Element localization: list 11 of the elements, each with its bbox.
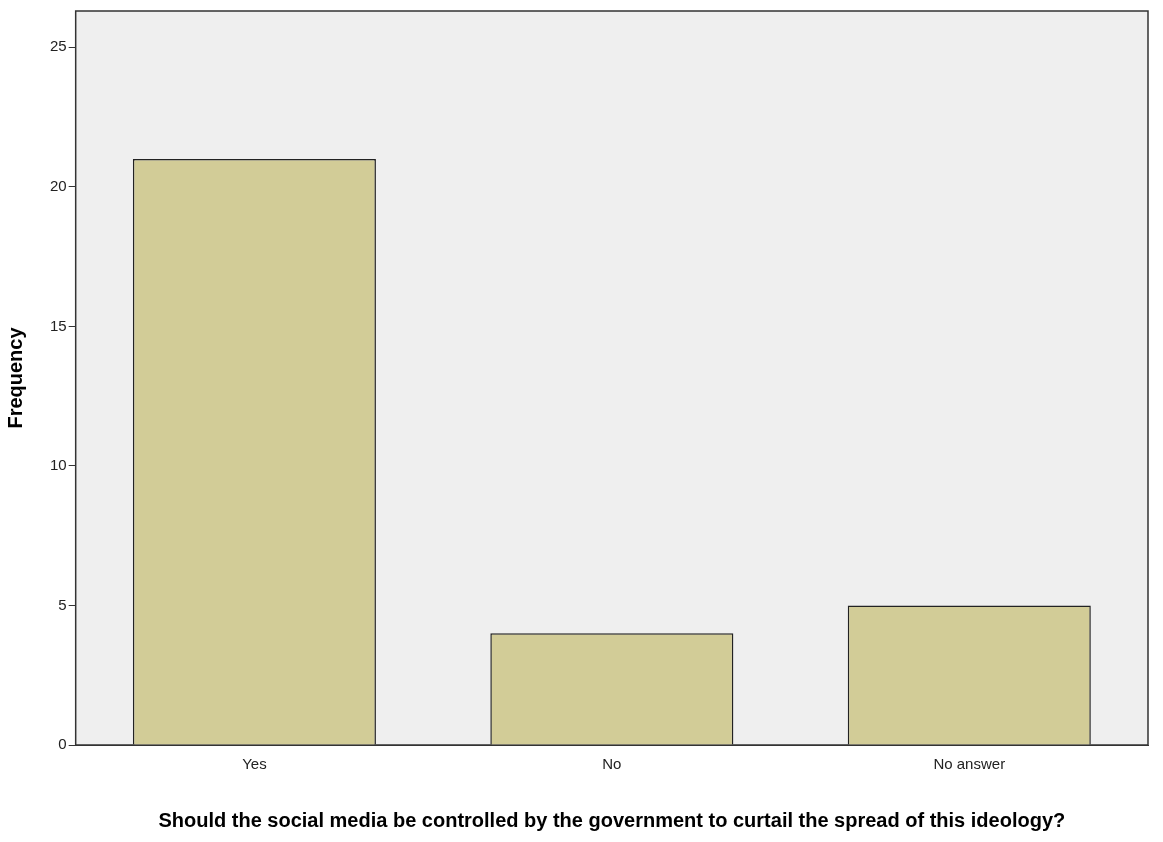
y-tick-label: 15 bbox=[50, 316, 67, 334]
x-axis-title: Should the social media be controlled by the government to curtail the spread of this ideology? bbox=[158, 809, 1066, 831]
y-tick-label: 10 bbox=[50, 456, 67, 474]
y-tick-label: 0 bbox=[58, 735, 67, 753]
y-tick-label: 5 bbox=[58, 595, 67, 613]
x-tick-label: Yes bbox=[242, 755, 267, 773]
y-axis-title: Frequency bbox=[3, 326, 26, 429]
y-tick-label: 25 bbox=[50, 37, 67, 55]
y-tick-label: 20 bbox=[50, 176, 67, 194]
x-tick-label: No bbox=[602, 755, 622, 773]
x-tick-label: No answer bbox=[933, 755, 1006, 773]
